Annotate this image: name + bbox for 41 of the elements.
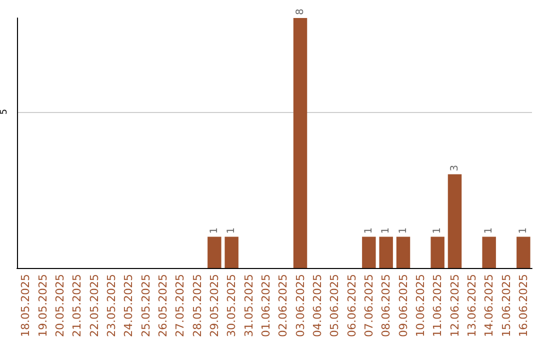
- x-tick-label: 08.06.2025: [380, 274, 393, 338]
- x-tick-label: 21.05.2025: [70, 274, 84, 338]
- x-tick-label: 03.06.2025: [294, 274, 307, 338]
- x-tick-label: 16.06.2025: [516, 274, 530, 338]
- x-tick-label: 05.06.2025: [328, 274, 342, 338]
- x-tick-label: 01.06.2025: [259, 274, 272, 338]
- x-tick-label: 10.06.2025: [414, 274, 427, 338]
- x-tick-label: 18.05.2025: [19, 274, 32, 338]
- data-label: 1: [363, 227, 374, 234]
- data-label: 1: [432, 227, 444, 234]
- x-tick-label: 24.05.2025: [122, 274, 136, 338]
- data-label: 1: [484, 227, 495, 234]
- data-label: 1: [208, 227, 220, 234]
- x-tick-label: 27.05.2025: [174, 274, 187, 338]
- x-tick-label: 22.05.2025: [88, 274, 101, 338]
- x-tick-label: 15.06.2025: [500, 274, 513, 338]
- y-tick-label: 5: [0, 108, 10, 115]
- x-tick-label: 11.06.2025: [431, 274, 444, 338]
- data-label: 1: [398, 227, 409, 234]
- x-tick-label: 02.06.2025: [276, 274, 290, 338]
- data-label: 1: [380, 227, 392, 234]
- x-tick-label: 19.05.2025: [36, 274, 50, 338]
- x-tick-label: 30.05.2025: [225, 274, 238, 338]
- x-tick-label: 25.05.2025: [139, 274, 152, 338]
- x-tick-label: 06.06.2025: [345, 274, 358, 338]
- x-tick-label: 12.06.2025: [448, 274, 462, 338]
- x-tick-label: 26.05.2025: [156, 274, 170, 338]
- x-tick-label: 07.06.2025: [362, 274, 376, 338]
- data-label: 1: [226, 227, 238, 234]
- data-label: 8: [294, 8, 306, 15]
- x-tick-label: 31.05.2025: [242, 274, 256, 338]
- x-tick-label: 13.06.2025: [465, 274, 478, 338]
- data-label: 1: [518, 227, 529, 234]
- x-tick-label: 20.05.2025: [53, 274, 66, 338]
- x-tick-label: 29.05.2025: [208, 274, 221, 338]
- x-tick-label: 14.06.2025: [482, 274, 496, 338]
- data-label: 3: [449, 164, 460, 172]
- x-tick-label: 04.06.2025: [310, 274, 324, 338]
- x-tick-label: 09.06.2025: [396, 274, 410, 338]
- x-tick-label: 23.05.2025: [104, 274, 118, 338]
- x-tick-label: 28.05.2025: [190, 274, 204, 338]
